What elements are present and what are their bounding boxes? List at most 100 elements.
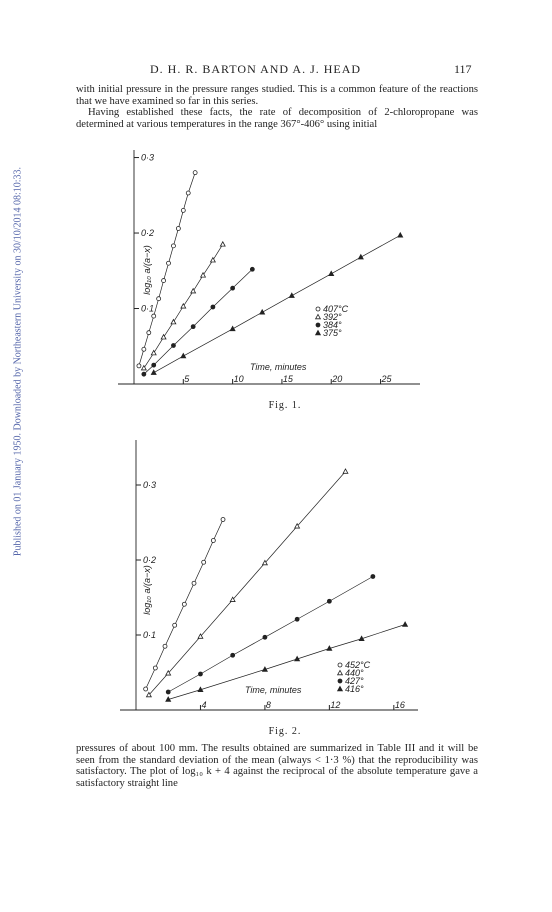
data-point [358,635,365,641]
data-point [326,598,332,604]
legend-label: 384° [323,320,342,330]
y-tick-label: 0·3 [141,153,154,163]
data-point [397,231,404,238]
data-point [156,296,162,302]
data-point [151,313,157,319]
data-point [136,363,142,369]
data-point [294,616,300,622]
data-point [201,559,207,565]
legend-label: 416° [345,684,364,694]
data-point [230,652,236,658]
data-point [328,270,335,276]
data-point [261,666,268,672]
legend-marker [336,685,344,692]
data-point [146,330,152,336]
legend-label: 392° [323,312,342,322]
data-point [219,240,226,247]
data-point [141,371,147,377]
trend-line [148,471,346,696]
data-point [145,691,152,698]
data-point [165,696,172,702]
data-point [140,364,147,371]
paragraph: pressures of about 100 mm. The results o… [76,743,478,789]
legend-label: 427° [345,676,364,686]
data-point [150,349,157,356]
x-tick-label: 10 [234,374,244,384]
y-tick-label: 0·1 [143,630,156,640]
x-tick-label: 20 [331,374,342,384]
figure-caption: Fig. 1. [269,400,302,411]
data-point [229,325,236,332]
data-point [180,207,186,213]
x-tick-label: 5 [184,374,190,384]
data-point [171,243,176,249]
paragraph: with initial pressure in the pressure ra… [76,84,478,107]
data-point [198,671,203,677]
data-point [199,271,207,278]
data-point [197,686,204,692]
data-point [165,689,171,695]
data-point [220,517,226,522]
data-point [249,266,255,272]
x-tick-label: 15 [283,374,294,384]
legend-marker [314,329,322,336]
running-header: D. H. R. BARTON AND A. J. HEAD [150,62,362,76]
data-point [190,324,196,330]
data-point [150,369,157,375]
data-point [151,362,157,368]
data-point [160,333,167,340]
paragraph: Having established these facts, the rate… [76,107,478,130]
data-point [357,253,364,260]
y-tick-label: 0·3 [143,480,156,490]
x-tick-label: 4 [201,700,206,710]
data-point [191,580,197,586]
data-point [288,292,295,298]
data-point [294,655,301,662]
data-point [185,190,191,196]
trend-line [138,172,196,366]
legend-label: 407°C [323,304,349,314]
legend-marker [314,313,322,320]
legend-marker [315,306,321,312]
y-tick-label: 0·2 [143,555,156,565]
trend-line [153,234,401,373]
y-axis-label: log₁₀ a/(a−x) [142,565,152,614]
x-tick-label: 25 [381,374,393,384]
y-tick-label: 0·2 [141,228,154,238]
data-point [171,343,176,348]
data-point [175,226,181,231]
x-tick-label: 16 [395,700,405,710]
data-point [402,621,409,627]
y-tick-label: 0·1 [141,304,154,314]
data-point [143,686,149,692]
data-point [261,559,268,566]
data-point [192,170,198,176]
data-point [190,287,197,294]
data-point [166,260,171,266]
data-point [370,574,376,579]
x-axis-label: Time, minutes [245,685,302,695]
legend-label: 375° [323,328,342,338]
figure-caption: Fig. 2. [269,726,302,737]
data-point [152,665,158,671]
x-axis-label: Time, minutes [250,362,307,372]
data-point [197,633,204,639]
y-axis-label: log₁₀ a/(a−x) [142,245,152,294]
data-point [165,669,172,676]
legend-label: 452°C [345,660,371,670]
data-point [259,308,266,315]
data-point [180,352,187,359]
data-point [262,634,268,640]
data-point [170,318,177,325]
data-point [161,278,166,283]
data-point [326,645,333,651]
data-point [209,256,216,263]
legend-marker [337,662,343,668]
data-point [162,643,168,649]
data-point [181,601,187,607]
data-point [210,538,216,543]
data-point [141,346,147,352]
legend-marker [336,669,344,676]
